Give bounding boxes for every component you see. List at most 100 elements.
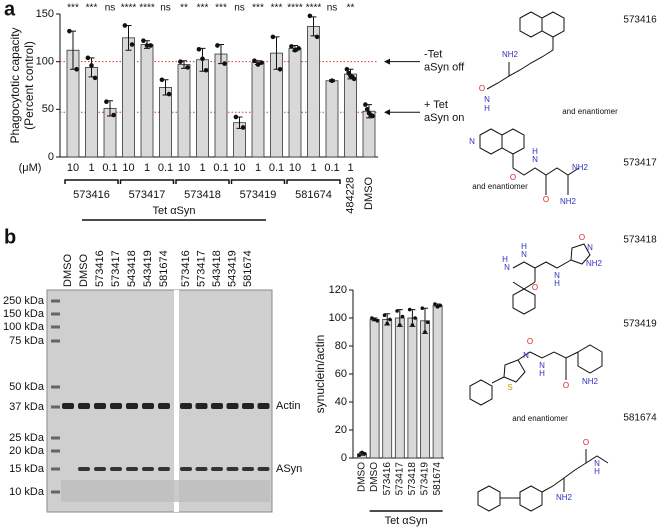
atom-label: O bbox=[583, 438, 589, 447]
ladder-band bbox=[51, 449, 60, 453]
actin-band bbox=[180, 403, 192, 409]
lane-label: 543418 bbox=[126, 250, 138, 287]
reference-label: aSyn off bbox=[424, 62, 465, 74]
significance-label: *** bbox=[252, 3, 264, 14]
ladder-band bbox=[51, 325, 60, 329]
marker-label: 150 kDa bbox=[3, 308, 45, 320]
y-tick-label: 0 bbox=[341, 452, 347, 464]
data-point bbox=[435, 305, 440, 309]
x-tick-label: 0.1 bbox=[158, 162, 173, 174]
marker-label: 15 kDa bbox=[9, 463, 45, 475]
data-point bbox=[388, 317, 392, 322]
compound-id: 573418 bbox=[623, 235, 657, 246]
group-bracket bbox=[230, 179, 286, 184]
x-tick-label: 0.1 bbox=[213, 162, 228, 174]
data-point bbox=[433, 302, 437, 306]
lane-label: DMSO bbox=[62, 254, 74, 287]
y-tick-label: 60 bbox=[335, 368, 347, 380]
significance-label: ns bbox=[327, 3, 338, 14]
significance-label: ** bbox=[347, 3, 355, 14]
atom-label: H bbox=[484, 104, 490, 113]
atom-label: NH2 bbox=[572, 163, 589, 172]
gel-haze bbox=[61, 480, 270, 502]
data-point bbox=[362, 452, 367, 456]
data-point bbox=[215, 43, 220, 48]
structure-drawings bbox=[469, 11, 609, 512]
data-point bbox=[370, 316, 374, 320]
x-tick-label: 10 bbox=[289, 162, 301, 174]
lane-label: DMSO bbox=[78, 254, 90, 287]
atom-label: O bbox=[532, 283, 538, 292]
x-tick-label: 1 bbox=[88, 162, 94, 174]
data-point bbox=[178, 59, 183, 64]
data-point bbox=[85, 55, 91, 61]
bracket-label: Tet αSyn bbox=[385, 515, 428, 527]
gel-gap bbox=[174, 290, 179, 512]
band-label: ASyn bbox=[276, 463, 302, 475]
panel-label: b bbox=[4, 226, 16, 248]
data-point bbox=[344, 66, 350, 72]
significance-label: ns bbox=[160, 3, 171, 14]
atom-label: N bbox=[521, 250, 527, 259]
atom-label: N bbox=[504, 263, 510, 272]
chain bbox=[512, 154, 580, 176]
ladder-band bbox=[51, 405, 60, 409]
data-point bbox=[159, 77, 165, 83]
ring bbox=[501, 128, 525, 155]
data-point bbox=[425, 320, 430, 325]
x-tick-label: 573418 bbox=[407, 462, 418, 496]
marker-label: 10 kDa bbox=[9, 486, 45, 498]
x-tick-label: 0.1 bbox=[102, 162, 117, 174]
actin-band bbox=[142, 403, 154, 409]
significance-label: **** bbox=[306, 3, 322, 14]
data-point bbox=[370, 113, 375, 119]
x-tick-label: 1 bbox=[144, 162, 150, 174]
y-tick-label: 100 bbox=[329, 312, 347, 324]
ring bbox=[519, 485, 543, 512]
ladder-band bbox=[51, 385, 60, 389]
x-tick-label: 0.1 bbox=[324, 162, 339, 174]
atom-label: H bbox=[554, 279, 560, 288]
panel-label: a bbox=[4, 0, 16, 20]
data-point bbox=[222, 61, 227, 66]
structure-caption: and enantiomer bbox=[562, 107, 618, 116]
data-point bbox=[185, 65, 190, 70]
reference-label: + Tet bbox=[424, 99, 448, 111]
y-tick-label: 150 bbox=[36, 8, 54, 20]
x-unit: (μM) bbox=[19, 162, 42, 174]
data-point bbox=[289, 44, 294, 49]
group-bracket bbox=[64, 179, 119, 184]
x-tick-label: 581674 bbox=[432, 462, 443, 496]
arrow-head bbox=[384, 109, 390, 116]
significance-label: *** bbox=[215, 3, 227, 14]
y-tick-label: 100 bbox=[36, 56, 54, 68]
asyn-band bbox=[195, 467, 208, 471]
group-label: 573418 bbox=[184, 189, 221, 201]
data-point bbox=[259, 60, 264, 65]
significance-label: **** bbox=[121, 3, 137, 14]
data-point bbox=[122, 23, 128, 28]
atom-label: N bbox=[554, 271, 560, 280]
ring bbox=[503, 359, 526, 383]
atom-label: N bbox=[484, 95, 490, 104]
group-label: 581674 bbox=[295, 189, 332, 201]
data-point bbox=[398, 323, 402, 327]
atom-label: S bbox=[507, 383, 512, 392]
x-tick-label: 573416 bbox=[382, 462, 393, 496]
data-point bbox=[420, 306, 425, 311]
data-point bbox=[423, 330, 427, 334]
bar bbox=[394, 317, 405, 459]
bar bbox=[420, 320, 430, 459]
atom-label: O bbox=[510, 173, 516, 182]
asyn-band bbox=[242, 467, 254, 471]
data-point bbox=[252, 58, 257, 64]
structure-caption: and enantiomer bbox=[512, 414, 568, 423]
data-point bbox=[129, 42, 135, 47]
compound-id: 573417 bbox=[623, 158, 657, 169]
asyn-band bbox=[78, 467, 90, 471]
actin-band bbox=[195, 403, 208, 409]
ring bbox=[479, 128, 503, 155]
lane-label: 543418 bbox=[211, 250, 223, 287]
marker-label: 250 kDa bbox=[3, 295, 45, 307]
